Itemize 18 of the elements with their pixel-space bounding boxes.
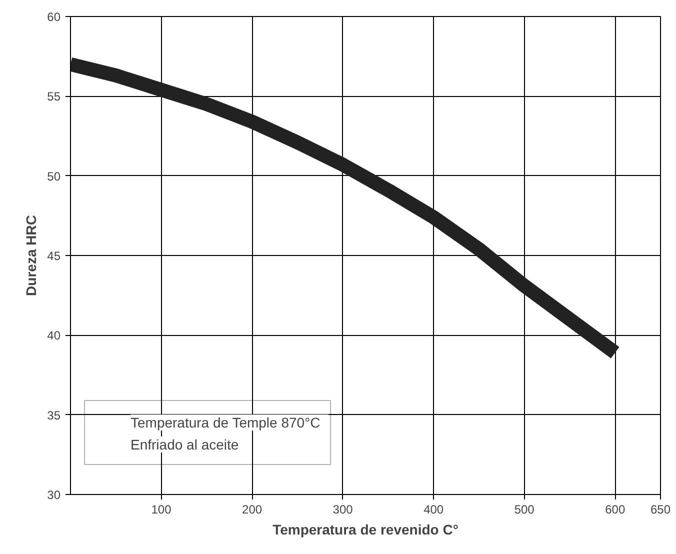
x-tick-label: 500: [514, 502, 535, 516]
x-axis-title: Temperatura de revenido C°: [272, 522, 458, 538]
y-tick-label: 55: [47, 90, 61, 104]
y-tick-label: 60: [47, 10, 61, 24]
y-tick-label: 50: [47, 169, 61, 184]
x-tick-label: 600: [605, 502, 626, 516]
x-tick-label: 300: [332, 502, 354, 516]
y-tick-label: 45: [47, 249, 61, 263]
x-tick-label: 100: [151, 502, 172, 516]
annotation: Temperatura de Temple 870°C: [130, 414, 320, 430]
x-tick-label: 650: [650, 502, 671, 516]
x-tick-label: 200: [242, 502, 262, 516]
y-tick-label: 30: [47, 488, 61, 502]
annotation: Enfriado al aceite: [130, 436, 239, 452]
x-tick-label: 400: [424, 502, 444, 516]
y-axis-title: Dureza HRC: [23, 215, 40, 296]
y-tick-label: 35: [47, 408, 61, 422]
y-tick-label: 40: [47, 328, 61, 343]
